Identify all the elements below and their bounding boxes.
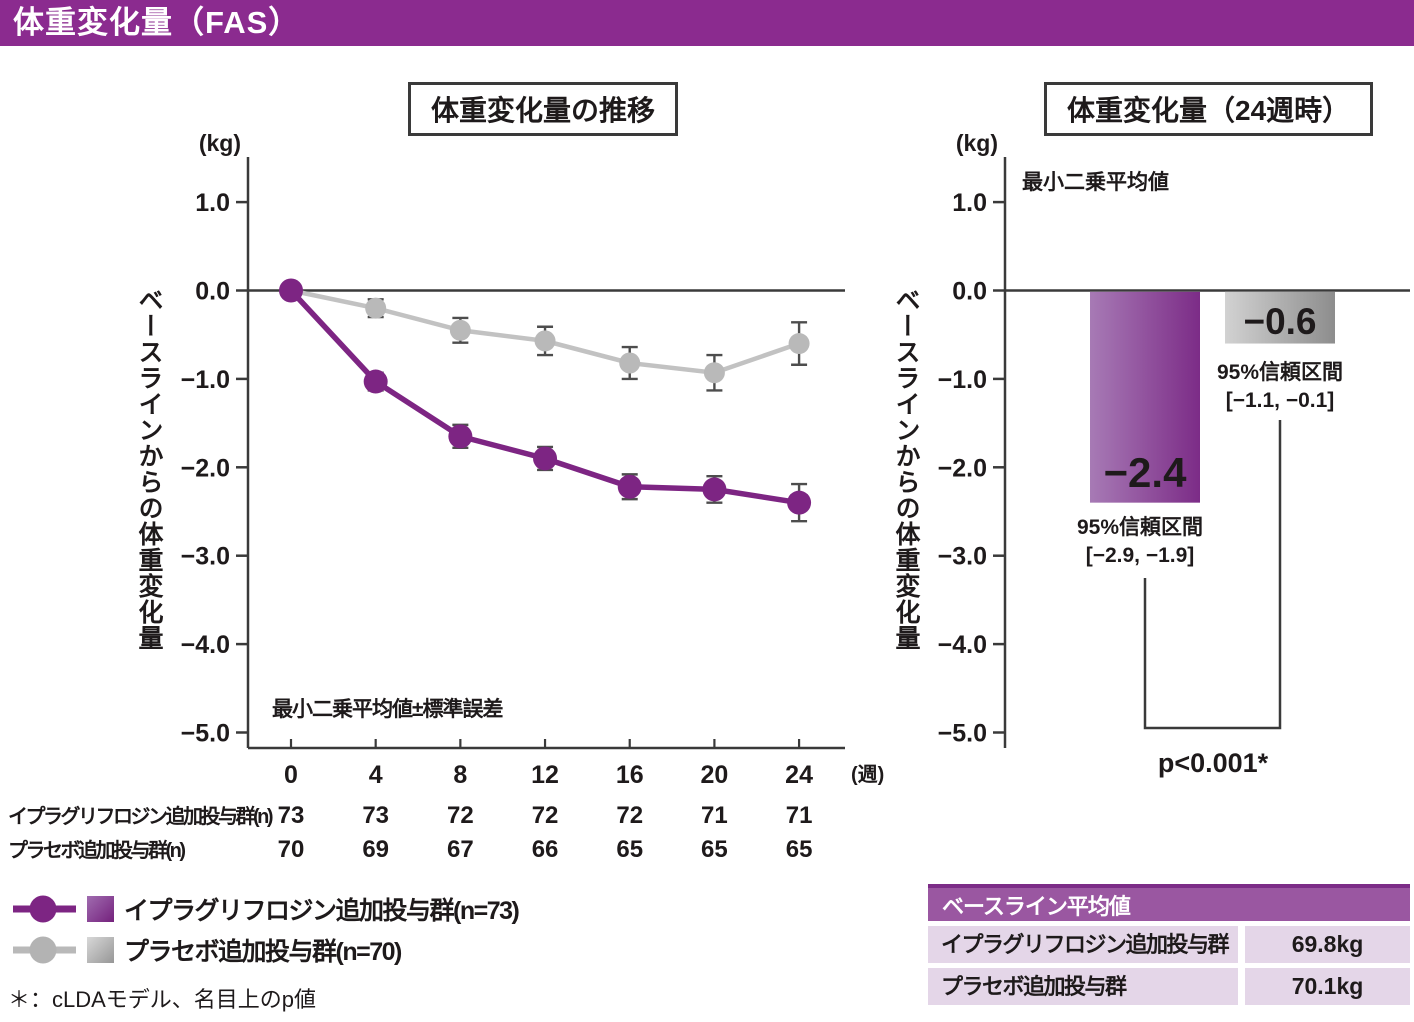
- bar-swatch-icon: [87, 936, 114, 963]
- series-placebo: [280, 280, 810, 392]
- svg-text:−1.0: −1.0: [181, 366, 230, 394]
- svg-text:95%信頼区間: 95%信頼区間: [1217, 360, 1343, 384]
- svg-text:(週): (週): [851, 763, 884, 786]
- svg-text:−2.0: −2.0: [181, 454, 230, 482]
- baseline-table-header: ベースライン平均値: [928, 884, 1410, 921]
- line-marker-icon: [13, 936, 76, 963]
- svg-text:−3.0: −3.0: [938, 543, 987, 571]
- svg-text:69: 69: [362, 836, 389, 863]
- p-value-bracket: [1143, 420, 1282, 730]
- svg-text:(kg): (kg): [199, 130, 241, 156]
- svg-text:72: 72: [447, 802, 474, 829]
- svg-text:4: 4: [369, 761, 383, 789]
- svg-text:72: 72: [532, 802, 559, 829]
- series-ipragliflozin: [279, 278, 812, 523]
- svg-text:65: 65: [616, 836, 643, 863]
- line-chart-title: 体重変化量の推移: [408, 82, 679, 136]
- svg-text:65: 65: [701, 836, 728, 863]
- baseline-row-label: イプラグリフロジン追加投与群: [928, 926, 1238, 963]
- svg-text:24: 24: [785, 761, 813, 789]
- svg-text:71: 71: [786, 802, 813, 829]
- legend-item-ipragliflozin: イプラグリフロジン追加投与群(n=73): [10, 888, 520, 929]
- svg-text:[−1.1, −0.1]: [−1.1, −0.1]: [1226, 389, 1335, 412]
- bar-ipragliflozin: [1090, 291, 1200, 503]
- svg-text:12: 12: [531, 761, 559, 789]
- line-marker-icon: [13, 895, 76, 922]
- svg-text:1.0: 1.0: [195, 189, 230, 217]
- svg-text:−1.0: −1.0: [938, 366, 987, 394]
- svg-text:20: 20: [700, 761, 728, 789]
- svg-text:1.0: 1.0: [952, 189, 987, 217]
- svg-text:0.0: 0.0: [195, 278, 230, 306]
- svg-text:95%信頼区間: 95%信頼区間: [1077, 515, 1203, 539]
- svg-text:0.0: 0.0: [952, 278, 987, 306]
- legend: イプラグリフロジン追加投与群(n=73) プラセボ追加投与群(n=70): [10, 888, 520, 970]
- svg-text:−0.6: −0.6: [1243, 301, 1316, 342]
- svg-text:−5.0: −5.0: [938, 720, 987, 748]
- svg-text:p<0.001*: p<0.001*: [1158, 748, 1269, 778]
- line-chart-y-axis-label: ベースラインからの体重変化量: [135, 287, 163, 651]
- svg-text:73: 73: [362, 802, 389, 829]
- svg-text:最小二乗平均値: 最小二乗平均値: [1022, 170, 1169, 194]
- line-chart-svg: 1.0 0.0 −1.0 −2.0 −3.0 −4.0 −5.0 (kg) 0 4 8 12 16 20 2…: [8, 130, 884, 863]
- svg-text:72: 72: [616, 802, 643, 829]
- baseline-row-value: 70.1kg: [1245, 968, 1410, 1005]
- baseline-row-label: プラセボ追加投与群: [928, 968, 1238, 1005]
- bar-swatch-icon: [87, 895, 114, 922]
- footnote: ＊：cLDAモデル、名目上のp値: [8, 987, 317, 1012]
- svg-text:71: 71: [701, 802, 728, 829]
- page-title: 体重変化量（FAS）: [0, 0, 1414, 46]
- svg-text:−3.0: −3.0: [181, 543, 230, 571]
- baseline-row-value: 69.8kg: [1245, 926, 1410, 963]
- bar-chart-svg: 1.0 0.0 −1.0 −2.0 −3.0 −4.0 −5.0 (kg) 最小二乗平均値 −2.…: [938, 130, 1410, 778]
- bar-placebo: [1225, 291, 1335, 344]
- svg-text:0: 0: [284, 761, 298, 789]
- legend-item-placebo: プラセボ追加投与群(n=70): [10, 929, 518, 970]
- bar-chart-title: 体重変化量（24週時）: [1044, 82, 1374, 136]
- svg-text:(kg): (kg): [956, 130, 998, 156]
- table-row: イプラグリフロジン追加投与群 69.8kg: [928, 926, 1410, 963]
- svg-text:67: 67: [447, 836, 474, 863]
- bar-chart-y-axis-label: ベースラインからの体重変化量: [892, 287, 920, 651]
- svg-text:73: 73: [278, 802, 305, 829]
- svg-text:−2.0: −2.0: [938, 454, 987, 482]
- svg-text:イプラグリフロジン追加投与群(n): イプラグリフロジン追加投与群(n): [8, 804, 273, 828]
- svg-text:−4.0: −4.0: [938, 631, 987, 659]
- svg-text:70: 70: [278, 836, 305, 863]
- legend-label: プラセボ追加投与群(n=70): [124, 937, 402, 966]
- table-row: プラセボ追加投与群 70.1kg: [928, 968, 1410, 1005]
- svg-text:プラセボ追加投与群(n): プラセボ追加投与群(n): [8, 838, 185, 862]
- svg-text:16: 16: [616, 761, 644, 789]
- legend-label: イプラグリフロジン追加投与群(n=73): [124, 896, 520, 925]
- svg-text:最小二乗平均値±標準誤差: 最小二乗平均値±標準誤差: [272, 697, 504, 721]
- svg-text:8: 8: [453, 761, 467, 789]
- svg-text:66: 66: [532, 836, 559, 863]
- svg-text:−4.0: −4.0: [181, 631, 230, 659]
- svg-text:−2.4: −2.4: [1104, 449, 1188, 496]
- baseline-table: ベースライン平均値 イプラグリフロジン追加投与群 69.8kg プラセボ追加投与…: [928, 884, 1410, 1005]
- svg-text:65: 65: [786, 836, 813, 863]
- svg-text:−5.0: −5.0: [181, 720, 230, 748]
- svg-text:[−2.9, −1.9]: [−2.9, −1.9]: [1086, 544, 1195, 567]
